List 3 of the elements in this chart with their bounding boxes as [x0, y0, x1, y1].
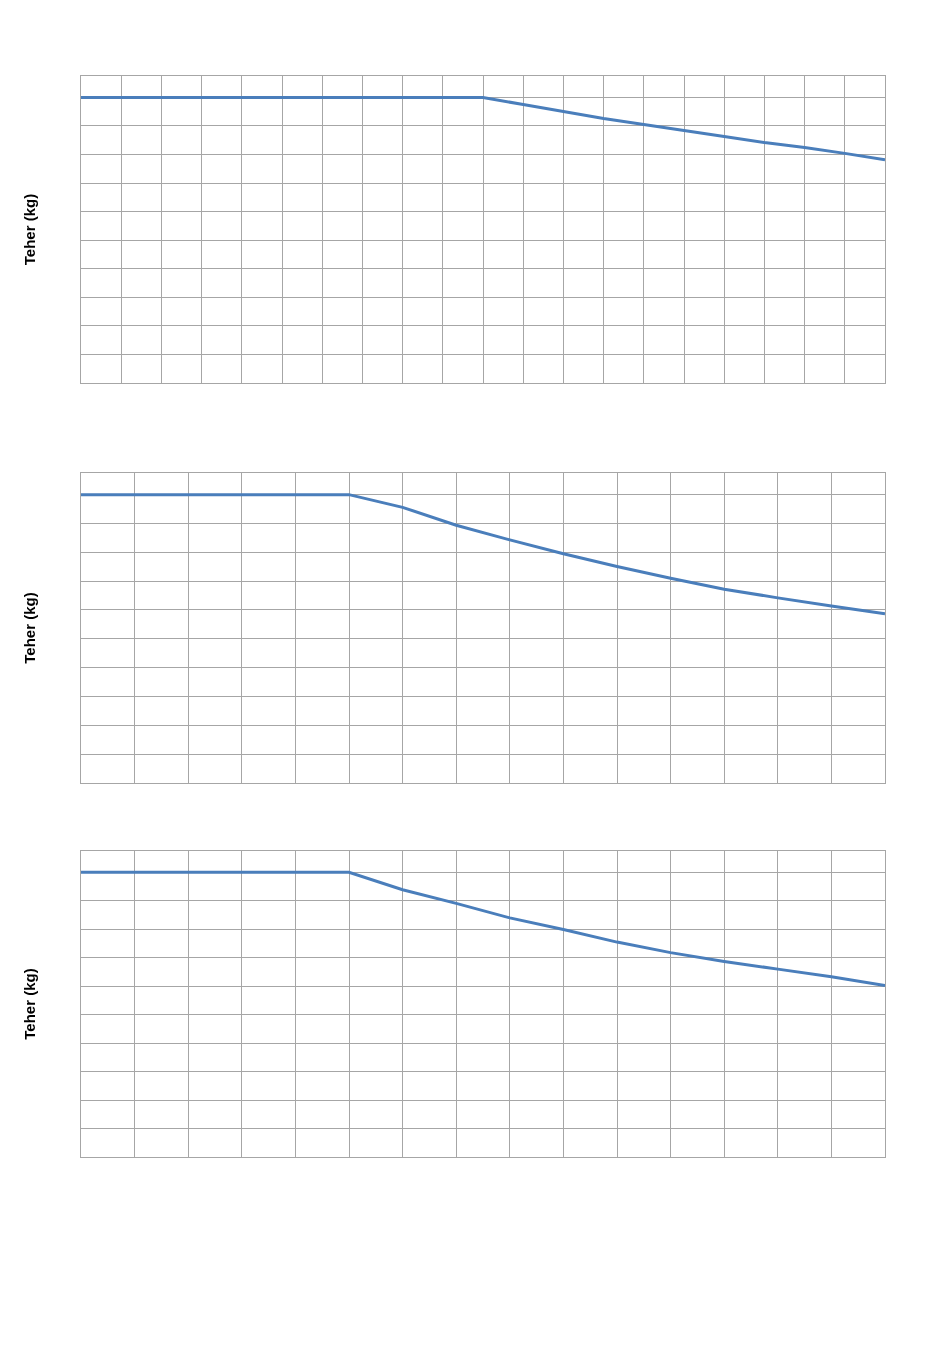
y-axis-title: Teher (kg) [21, 592, 39, 664]
y-axis-title: Teher (kg) [21, 193, 39, 266]
y-axis-title: Teher (kg) [21, 968, 39, 1040]
